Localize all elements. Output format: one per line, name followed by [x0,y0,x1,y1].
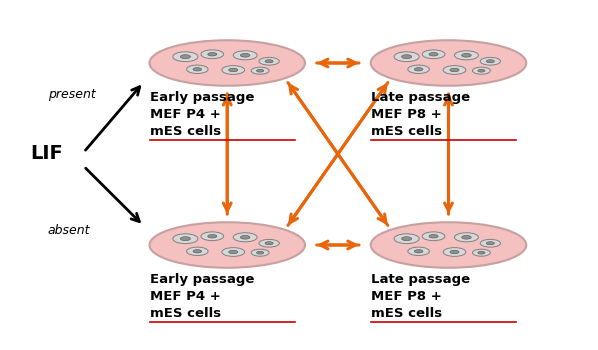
Ellipse shape [443,248,466,256]
Ellipse shape [429,234,438,238]
Ellipse shape [408,65,429,74]
Text: mES cells: mES cells [371,125,442,138]
Ellipse shape [240,54,250,57]
Ellipse shape [233,51,257,60]
Ellipse shape [486,60,495,63]
Ellipse shape [265,242,273,245]
Ellipse shape [150,40,305,86]
Ellipse shape [259,239,279,247]
Ellipse shape [414,68,423,71]
Ellipse shape [414,250,423,253]
Text: MEF P8 +: MEF P8 + [371,290,441,303]
Ellipse shape [233,233,257,242]
Ellipse shape [257,251,264,254]
Text: MEF P4 +: MEF P4 + [150,108,220,121]
Ellipse shape [228,250,238,254]
Ellipse shape [478,251,485,254]
Ellipse shape [181,55,190,59]
Ellipse shape [201,50,224,58]
Ellipse shape [193,68,202,71]
Ellipse shape [257,69,264,72]
Ellipse shape [173,52,198,62]
Ellipse shape [208,234,217,238]
Ellipse shape [443,66,466,75]
Ellipse shape [454,233,478,242]
Ellipse shape [394,234,419,244]
Ellipse shape [251,249,269,256]
Ellipse shape [251,67,269,74]
Ellipse shape [402,237,411,241]
Ellipse shape [150,222,305,268]
Text: mES cells: mES cells [150,125,221,138]
Ellipse shape [472,249,490,256]
Ellipse shape [222,248,245,256]
Text: Early passage: Early passage [150,91,254,104]
Text: absent: absent [48,224,90,238]
Ellipse shape [187,247,208,256]
Ellipse shape [240,236,250,239]
Ellipse shape [371,40,526,86]
Ellipse shape [394,52,419,62]
Text: mES cells: mES cells [150,307,221,320]
Ellipse shape [422,50,445,58]
Text: Early passage: Early passage [150,273,254,286]
Ellipse shape [193,250,202,253]
Ellipse shape [201,232,224,241]
Ellipse shape [450,68,459,72]
Ellipse shape [259,57,279,65]
Text: Late passage: Late passage [371,273,470,286]
Ellipse shape [486,242,495,245]
Ellipse shape [228,68,238,72]
Ellipse shape [222,66,245,75]
Ellipse shape [408,247,429,256]
Ellipse shape [480,239,501,247]
Ellipse shape [480,57,501,65]
Text: MEF P8 +: MEF P8 + [371,108,441,121]
Ellipse shape [181,237,190,241]
Ellipse shape [422,232,445,241]
Text: MEF P4 +: MEF P4 + [150,290,220,303]
Ellipse shape [173,234,198,244]
Ellipse shape [402,55,411,59]
Ellipse shape [208,52,217,56]
Ellipse shape [265,60,273,63]
Ellipse shape [187,65,208,74]
Ellipse shape [371,222,526,268]
Ellipse shape [462,236,471,239]
Ellipse shape [472,67,490,74]
Ellipse shape [462,54,471,57]
Text: mES cells: mES cells [371,307,442,320]
Text: LIF: LIF [30,145,63,163]
Text: Late passage: Late passage [371,91,470,104]
Text: present: present [48,88,96,101]
Ellipse shape [450,250,459,254]
Ellipse shape [454,51,478,60]
Ellipse shape [429,52,438,56]
Ellipse shape [478,69,485,72]
